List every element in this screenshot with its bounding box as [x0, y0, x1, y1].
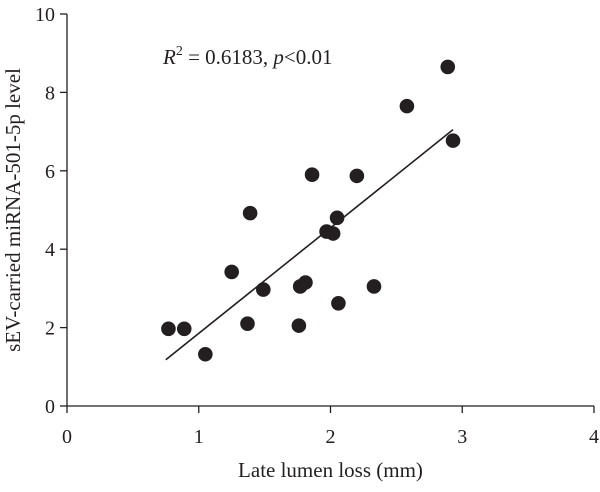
data-point	[256, 282, 271, 297]
data-point	[161, 321, 176, 337]
y-tick-label: 0	[45, 396, 55, 418]
data-point	[224, 264, 239, 280]
p-symbol: p	[271, 45, 284, 69]
data-point	[198, 346, 213, 362]
p-value: <0.01	[284, 45, 333, 69]
data-point	[331, 295, 346, 311]
y-axis-ticks: 0 2 4 6 8 10	[35, 4, 67, 418]
data-point	[176, 321, 192, 337]
y-tick-label: 2	[45, 318, 55, 340]
x-tick-label: 3	[457, 426, 467, 448]
x-tick-label: 0	[62, 426, 72, 448]
r-exponent: 2	[176, 44, 183, 59]
data-points	[161, 59, 461, 362]
data-point	[445, 133, 461, 148]
x-tick-label: 2	[326, 426, 336, 448]
x-tick-label: 1	[194, 426, 204, 448]
regression-line	[165, 129, 454, 361]
r-symbol: R	[162, 45, 176, 69]
x-axis-title: Late lumen loss (mm)	[238, 458, 423, 482]
data-point	[329, 210, 345, 226]
data-point	[325, 226, 341, 241]
y-tick-label: 6	[45, 161, 55, 183]
r-squared-annotation: R2 = 0.6183, p<0.01	[162, 44, 333, 69]
y-tick-label: 10	[35, 4, 55, 26]
data-point	[399, 98, 415, 114]
x-axis-ticks: 0 1 2 3 4	[62, 406, 599, 448]
y-axis-title: sEV-carried miRNA-501-5p level	[1, 68, 25, 352]
y-tick-label: 8	[45, 82, 55, 104]
r-value: = 0.6183,	[183, 45, 274, 69]
data-point	[291, 318, 307, 333]
data-point	[298, 275, 313, 290]
y-tick-label: 4	[45, 239, 55, 261]
data-point	[242, 205, 258, 221]
x-tick-label: 4	[589, 426, 599, 448]
data-point	[240, 316, 255, 331]
data-point	[304, 167, 320, 183]
data-point	[349, 168, 365, 184]
axes: 0 2 4 6 8 10 0 1 2 3 4	[35, 4, 599, 448]
data-point	[440, 59, 456, 75]
data-point	[366, 279, 382, 294]
